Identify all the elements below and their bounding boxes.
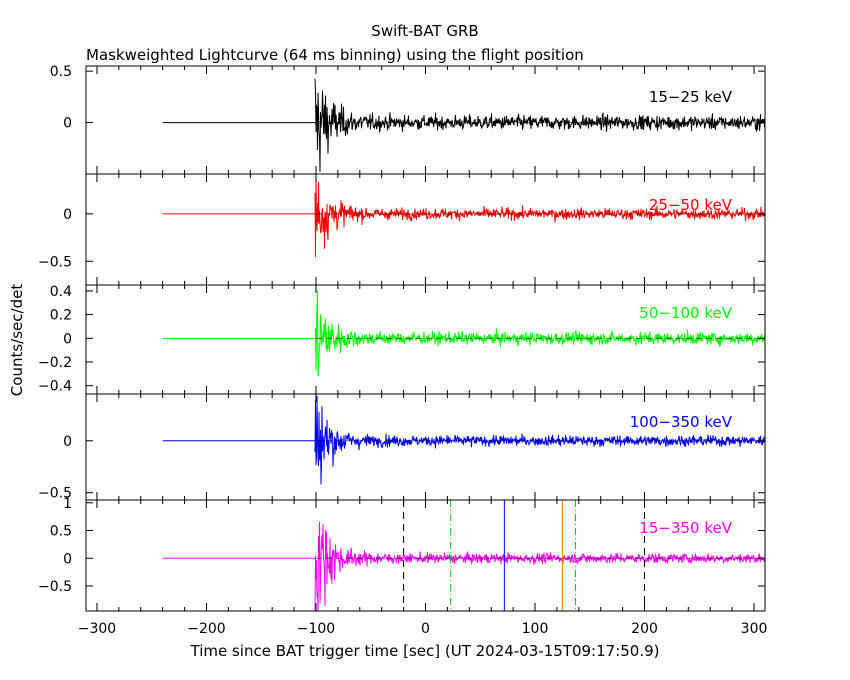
chart-subtitle: Maskweighted Lightcurve (64 ms binning) …	[86, 46, 584, 64]
y-tick-label: 0.4	[50, 284, 72, 300]
panel-4: 0 −0.5 100−350 keV	[38, 393, 766, 502]
y-tick-label: 0.2	[50, 308, 72, 324]
lightcurve-series	[314, 78, 766, 172]
panel-frame	[85, 499, 766, 612]
y-tick-label: 0.5	[50, 524, 72, 540]
energy-band-label: 15−25 keV	[649, 88, 733, 106]
x-tick-label: −200	[187, 621, 225, 637]
y-tick-label: 0	[63, 331, 72, 347]
lightcurve-series	[314, 175, 766, 258]
y-tick-label: −0.5	[38, 579, 72, 595]
x-axis-label: Time since BAT trigger time [sec] (UT 20…	[190, 642, 660, 660]
lightcurve-series	[314, 290, 766, 377]
panel-5: 1 0.5 0 −0.5 15−350 keV	[38, 496, 766, 612]
y-tick-label: 0	[63, 434, 72, 450]
y-tick-label: 0	[63, 116, 72, 132]
chart-title: Swift-BAT GRB	[371, 22, 478, 40]
x-tick-label: 300	[741, 621, 768, 637]
panel-3: 0.4 0.2 0 −0.2 −0.4 50−100 keV	[38, 284, 766, 395]
y-tick-label: 1	[63, 496, 72, 512]
x-tick-label: 100	[522, 621, 549, 637]
y-axis-label: Counts/sec/det	[8, 284, 26, 397]
panel-2: 0 −0.5 25−50 keV	[38, 173, 766, 286]
x-tick-label: 0	[421, 621, 430, 637]
y-tick-label: 0	[63, 551, 72, 567]
x-tick-label: 200	[631, 621, 658, 637]
y-tick-label: −0.2	[38, 355, 72, 371]
y-tick-label: −0.5	[38, 486, 72, 502]
panel-frame	[85, 393, 766, 501]
energy-band-label: 15−350 keV	[639, 519, 732, 537]
energy-band-label: 100−350 keV	[630, 413, 733, 431]
energy-band-label: 50−100 keV	[639, 304, 732, 322]
y-tick-label: −0.4	[38, 379, 72, 395]
x-tick-label: −300	[78, 621, 116, 637]
x-tick-label: −100	[297, 621, 335, 637]
y-tick-label: 0.5	[50, 64, 72, 80]
y-tick-label: 0	[63, 207, 72, 223]
panel-1: 0.5 0 15−25 keV	[50, 64, 766, 175]
energy-band-label: 25−50 keV	[649, 196, 733, 214]
panel-frame	[85, 173, 766, 286]
lightcurve-series	[314, 521, 766, 611]
x-axis: −300 −200 −100 0 100 200 300	[78, 621, 768, 637]
lightcurve-series	[314, 395, 766, 485]
panels-group: 0.5 0 15−25 keV 0 −0.5 25−50 keV 0.4 0.2 0 −0.2 −0…	[38, 64, 766, 612]
y-tick-label: −0.5	[38, 254, 72, 270]
